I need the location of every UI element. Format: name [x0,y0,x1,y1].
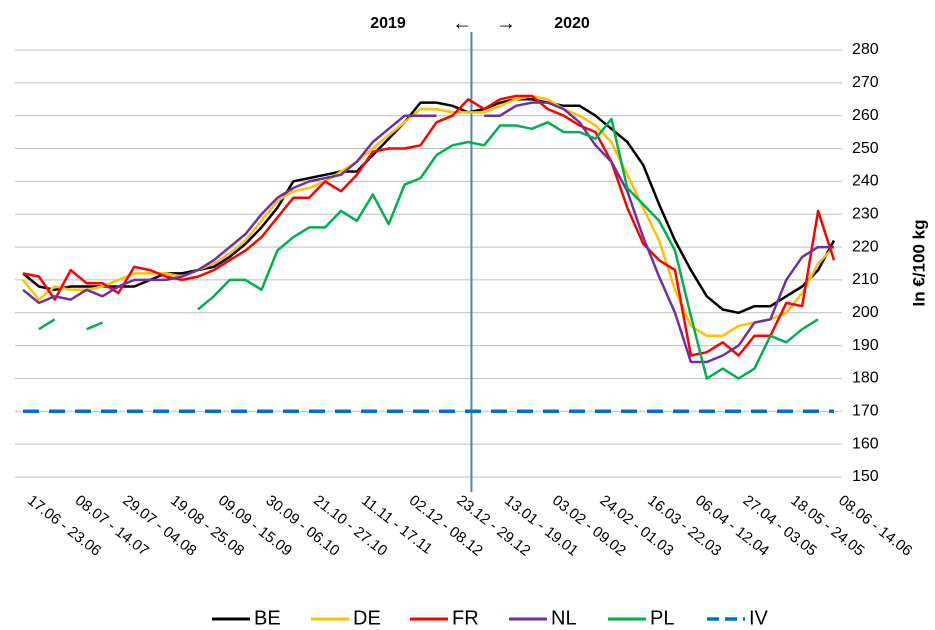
y-tick-label: 180 [852,370,879,387]
legend-label: PL [650,607,674,629]
y-tick-label: 240 [852,173,879,190]
series-line [22,101,834,364]
y-tick-label: 280 [852,41,879,58]
y-tick-label: 190 [852,337,879,354]
legend-label: NL [551,607,577,629]
legend-label: BE [254,607,281,629]
legend-label: IV [749,607,769,629]
legend-label: DE [353,607,381,629]
y-axis-label: In €/100 kg [909,220,928,307]
annotation: ← [452,12,472,34]
series-line [22,94,836,357]
y-tick-label: 160 [852,435,879,452]
y-tick-label: 270 [852,74,879,91]
y-tick-label: 170 [852,403,879,420]
y-tick-label: 210 [852,271,879,288]
series-line [22,98,836,315]
y-tick-label: 200 [852,304,879,321]
annotation: 2020 [554,15,590,32]
y-tick-label: 260 [852,107,879,124]
legend-label: FR [452,607,479,629]
series-line [38,117,819,380]
annotation: → [496,12,516,34]
y-tick-label: 150 [852,468,879,485]
y-tick-label: 220 [852,238,879,255]
y-tick-label: 250 [852,140,879,157]
y-tick-label: 230 [852,205,879,222]
annotation: 2019 [370,15,406,32]
